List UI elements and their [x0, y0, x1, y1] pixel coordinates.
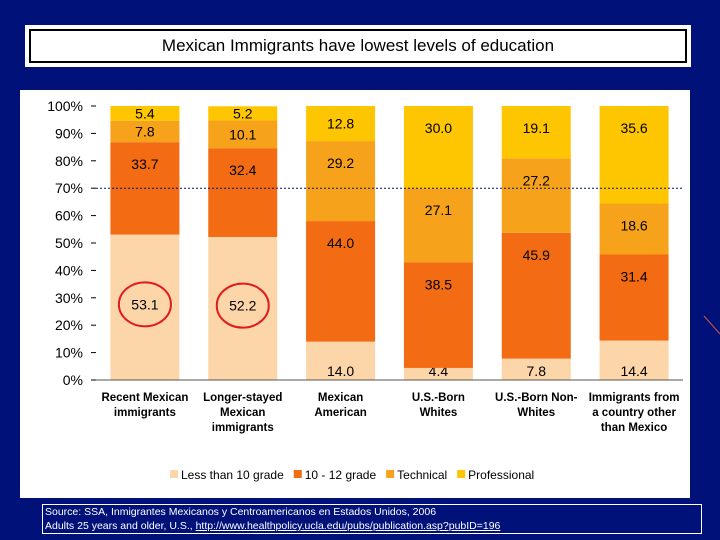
y-tick-label: 60% — [55, 208, 83, 224]
bar-segment — [208, 148, 278, 237]
data-label: 14.4 — [620, 363, 647, 379]
data-label: 44.0 — [327, 235, 354, 251]
bar-segment — [208, 106, 278, 121]
source-prefix: Adults 25 years and older, U.S., — [45, 520, 196, 532]
slide-title: Mexican Immigrants have lowest levels of… — [25, 25, 691, 67]
legend-label: Technical — [397, 468, 447, 482]
y-tick-label: 30% — [55, 290, 83, 306]
bar-segment — [306, 106, 376, 142]
data-label: 53.1 — [131, 296, 158, 312]
category-label: Whites — [517, 407, 555, 419]
bar-segment — [306, 221, 376, 342]
category-label: Mexican — [318, 392, 363, 404]
y-tick-label: 20% — [55, 317, 83, 333]
y-tick-label: 10% — [55, 345, 83, 361]
data-label: 52.2 — [229, 298, 256, 314]
data-label: 10.1 — [229, 126, 256, 142]
bar-segment — [306, 141, 376, 222]
y-tick-label: 50% — [55, 235, 83, 251]
data-label: 7.8 — [527, 363, 547, 379]
bar-segment — [501, 232, 571, 359]
stacked-bar-chart: 0% 10% 20% 30% 40% 50% 60% 70% 80% 90% 100% 53.1 33.… — [47, 98, 683, 482]
category-label: immigrants — [212, 422, 274, 434]
source-box: Source: SSA, Inmigrantes Mexicanos y Cen… — [42, 504, 702, 534]
bar-segment — [403, 106, 473, 189]
y-tick-label: 0% — [63, 372, 83, 388]
source-link[interactable]: http://www.healthpolicy.ucla.edu/pubs/pu… — [195, 520, 501, 532]
data-label: 35.6 — [620, 120, 647, 136]
bar-segment — [599, 106, 669, 204]
category-label: U.S.-Born — [412, 392, 465, 404]
bar-segment — [208, 120, 278, 149]
bar-segment — [501, 358, 571, 380]
bar-segment — [403, 367, 473, 380]
y-tick-label: 90% — [55, 125, 83, 141]
category-label: Immigrants from — [589, 392, 680, 404]
y-tick-label: 70% — [55, 180, 83, 196]
bar-segment — [110, 120, 180, 143]
bar-segment — [208, 236, 278, 380]
legend-label: Professional — [468, 468, 534, 482]
data-label: 33.7 — [131, 156, 158, 172]
legend-swatch — [293, 470, 302, 478]
highlight-circle — [117, 281, 172, 328]
legend-swatch — [457, 470, 466, 478]
data-label: 19.1 — [523, 120, 550, 136]
bar-segment — [599, 340, 669, 380]
highlight-circle — [215, 282, 270, 329]
bar-segment — [110, 106, 180, 121]
bar-segment — [501, 158, 571, 233]
data-label: 27.1 — [425, 202, 452, 218]
category-label: American — [314, 407, 366, 419]
bar-segment — [110, 234, 180, 380]
category-label: Whites — [420, 407, 458, 419]
y-tick-label: 40% — [55, 262, 83, 278]
data-label: 32.4 — [229, 162, 256, 178]
data-label: 5.2 — [233, 105, 253, 121]
y-tick-label: 80% — [55, 153, 83, 169]
data-label: 30.0 — [425, 120, 452, 136]
bar-segment — [501, 106, 571, 159]
legend-label: Less than 10 grade — [181, 468, 284, 482]
category-label: Longer-stayed — [203, 392, 282, 404]
category-label: than Mexico — [601, 422, 667, 434]
data-label: 27.2 — [523, 172, 550, 188]
data-label: 29.2 — [327, 155, 354, 171]
chart-area: 0% 10% 20% 30% 40% 50% 60% 70% 80% 90% 100% 53.1 33.… — [20, 90, 690, 498]
bar-segment — [403, 262, 473, 368]
data-label: 5.4 — [135, 105, 155, 121]
source-line-1: Source: SSA, Inmigrantes Mexicanos y Cen… — [45, 506, 437, 518]
bar-segment — [306, 341, 376, 380]
category-label: U.S.-Born Non- — [495, 392, 578, 404]
bar-segment — [599, 254, 669, 341]
legend-label: 10 - 12 grade — [305, 468, 377, 482]
legend-swatch — [386, 470, 395, 478]
data-label: 18.6 — [620, 218, 647, 234]
plot-area — [96, 106, 683, 380]
source-line-2: Adults 25 years and older, U.S., http://… — [45, 519, 699, 533]
bar-segment — [599, 203, 669, 255]
data-label: 45.9 — [523, 247, 550, 263]
bar-segment — [403, 188, 473, 263]
data-label: 38.5 — [425, 276, 452, 292]
data-label: 12.8 — [327, 116, 354, 132]
category-label: Recent Mexican — [101, 392, 188, 404]
data-label: 31.4 — [620, 269, 647, 285]
category-label: Mexican — [220, 407, 265, 419]
category-label: a country other — [592, 407, 676, 419]
data-label: 14.0 — [327, 363, 354, 379]
y-tick-label: 100% — [47, 98, 83, 114]
data-label: 7.8 — [135, 123, 155, 139]
category-label: immigrants — [114, 407, 176, 419]
legend-swatch — [170, 470, 178, 478]
